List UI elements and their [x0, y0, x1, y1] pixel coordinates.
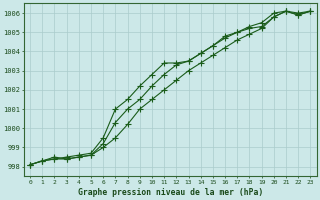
X-axis label: Graphe pression niveau de la mer (hPa): Graphe pression niveau de la mer (hPa) — [78, 188, 263, 197]
